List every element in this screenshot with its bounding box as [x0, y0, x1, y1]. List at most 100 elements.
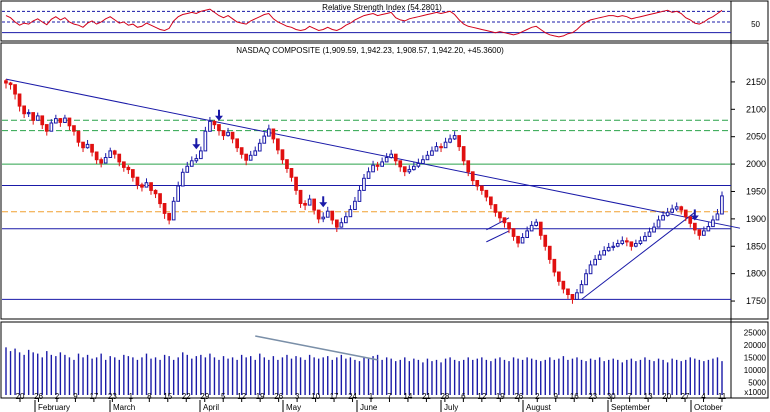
x-day-label: 26: [274, 392, 283, 401]
candle-body: [575, 292, 579, 300]
candle-body: [307, 198, 312, 206]
candle-body: [167, 212, 172, 221]
candle-body: [448, 138, 452, 143]
candle-body: [389, 153, 393, 158]
candle-body: [375, 164, 380, 167]
candle-body: [239, 147, 244, 155]
candle-body: [480, 185, 484, 191]
candle-body: [203, 130, 208, 152]
x-day-label: 8: [147, 392, 152, 401]
x-day-label: 3: [295, 392, 300, 401]
candle-body: [280, 149, 285, 161]
candle-body: [615, 243, 620, 247]
candle-body: [665, 211, 670, 217]
candle-body: [602, 250, 606, 256]
candle-body: [149, 182, 153, 191]
volume-ytick-label: 10000: [744, 366, 767, 375]
candle-body: [49, 122, 54, 132]
price-panel-frame: [0, 42, 769, 320]
price-title: NASDAQ COMPOSITE (1,909.59, 1,942.23, 1,…: [236, 46, 504, 55]
x-day-label: 17: [330, 392, 339, 401]
candle-body: [511, 228, 516, 237]
candle-body: [647, 231, 652, 237]
candle-body: [267, 128, 271, 137]
x-month-label: October: [694, 403, 723, 412]
candle-body: [502, 217, 507, 224]
x-day-label: 17: [89, 392, 98, 401]
candle-body: [493, 204, 498, 213]
candle-body: [697, 229, 702, 236]
x-month-label: April: [203, 403, 219, 412]
candle-body: [13, 84, 17, 95]
candle-body: [54, 118, 58, 124]
candle-body: [593, 258, 597, 266]
candle-body: [520, 237, 525, 244]
candle-body: [702, 230, 706, 236]
candle-body: [638, 240, 643, 245]
candle-body: [321, 216, 326, 220]
candle-body: [185, 165, 190, 173]
candle-body: [294, 176, 298, 191]
candle-body: [76, 130, 81, 143]
x-month-label: September: [611, 403, 650, 412]
candle-body: [538, 221, 543, 236]
candle-body: [94, 151, 99, 161]
candle-body: [81, 141, 85, 149]
x-day-label: 11: [718, 392, 727, 401]
candle-body: [221, 130, 226, 137]
support-trendline: [581, 211, 696, 300]
price-ytick-label: 2000: [746, 159, 766, 169]
candle-body: [547, 245, 552, 260]
price-ytick-label: 1900: [746, 214, 766, 224]
candle-body: [253, 150, 258, 156]
price-ytick-label: 2150: [746, 77, 766, 87]
candle-body: [353, 200, 357, 211]
candle-body: [489, 196, 493, 206]
candle-body: [35, 115, 40, 121]
volume-ytick-label: 20000: [744, 341, 767, 350]
candle-body: [303, 203, 307, 206]
candle-body: [430, 150, 434, 156]
candle-body: [706, 226, 711, 232]
candle-body: [715, 213, 720, 221]
x-day-label: 1: [129, 392, 134, 401]
candle-body: [625, 240, 629, 243]
candle-body: [85, 143, 90, 149]
resistance-trendline: [5, 78, 741, 229]
candle-body: [398, 160, 403, 168]
candle-body: [720, 195, 724, 215]
touch-arrow-marker: [192, 138, 201, 150]
rsi-line: [5, 8, 723, 38]
candle-body: [276, 138, 280, 151]
candle-body: [144, 182, 149, 188]
x-day-label: 28: [440, 392, 449, 401]
candle-body: [298, 189, 303, 204]
candle-body: [362, 177, 366, 191]
candle-body: [366, 171, 371, 179]
x-day-label: 5: [221, 392, 226, 401]
x-day-label: 15: [163, 392, 172, 401]
candle-body: [180, 171, 185, 187]
candle-body: [189, 160, 194, 167]
candle-body: [316, 209, 321, 220]
candle-body: [335, 219, 339, 228]
candle-body: [330, 210, 335, 221]
candle-body: [257, 142, 262, 152]
volume-unit-label: x1000: [744, 388, 766, 397]
candle-body: [534, 221, 538, 226]
candle-body: [552, 258, 557, 273]
candle-body: [434, 146, 439, 152]
candle-body: [58, 118, 63, 123]
candle-body: [507, 222, 511, 230]
x-day-label: 12: [477, 392, 486, 401]
candle-body: [588, 264, 593, 275]
x-day-label: 14: [403, 392, 412, 401]
candle-body: [421, 159, 425, 164]
candle-body: [135, 176, 140, 186]
x-month-label: July: [444, 403, 458, 412]
candle-body: [212, 120, 217, 126]
x-month-label: February: [38, 403, 70, 412]
candle-body: [325, 210, 330, 218]
candle-body: [153, 189, 158, 195]
